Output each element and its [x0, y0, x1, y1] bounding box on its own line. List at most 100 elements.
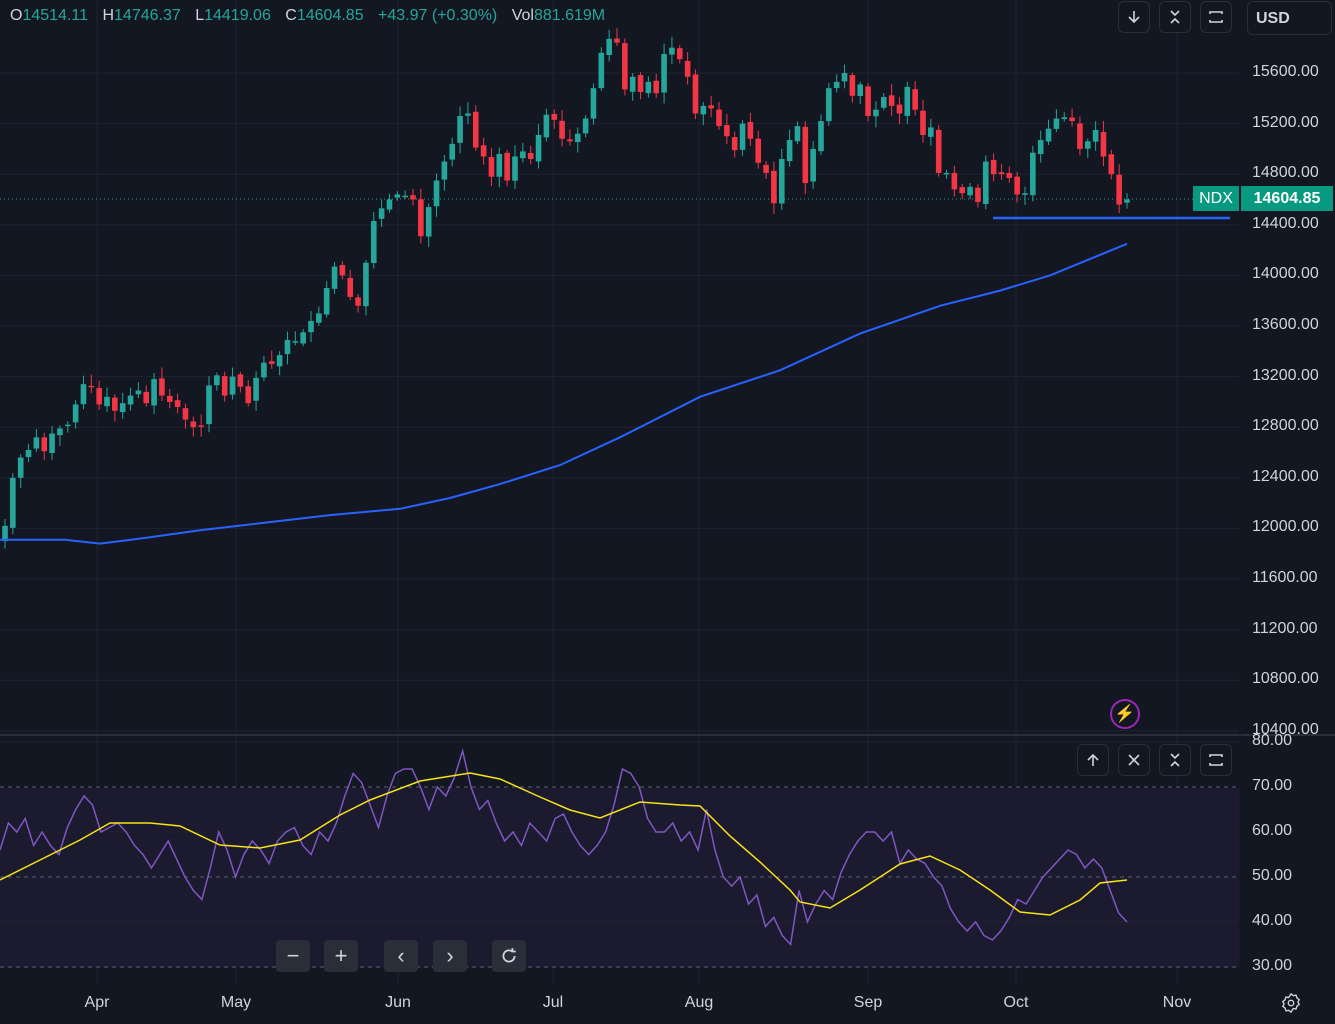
zoom-out-button[interactable]: − [276, 940, 310, 972]
scroll-left-button[interactable]: ‹ [384, 940, 418, 972]
time-tick-label: Oct [1003, 994, 1029, 1011]
candle-body [135, 390, 142, 395]
candle-body [433, 180, 440, 207]
price-tick-label: 15600.00 [1252, 63, 1319, 80]
candle-body [692, 74, 699, 114]
candle-body [1108, 154, 1115, 175]
candle-body [268, 361, 275, 364]
price-tick-label: 13600.00 [1252, 316, 1319, 333]
price-tick-label: 11600.00 [1252, 569, 1318, 586]
candle-body [1124, 199, 1130, 203]
candle-body [661, 54, 667, 93]
volume-label: Vol [511, 7, 534, 24]
close-label: C [285, 7, 297, 24]
maximize-icon [1209, 11, 1223, 23]
candle-body [465, 113, 471, 116]
candle-body [990, 159, 997, 175]
move-pane-down-button[interactable] [1118, 1, 1150, 33]
candle-body [920, 110, 926, 135]
chevron-right-icon: › [446, 943, 454, 968]
maximize-rsi-button[interactable] [1200, 744, 1232, 776]
price-tick-label: 14000.00 [1252, 265, 1319, 283]
candle-body [708, 105, 714, 109]
candle-body [755, 138, 762, 163]
candle-body [57, 428, 63, 436]
candle-body [441, 161, 448, 180]
candle-body [331, 266, 338, 289]
scroll-right-button[interactable]: › [433, 940, 467, 972]
candle-body [1030, 152, 1036, 196]
candle-body [410, 195, 416, 200]
candle-body [959, 187, 966, 194]
candle-body [347, 277, 354, 297]
candle-body [1037, 140, 1044, 155]
rsi-tick-label: 80.00 [1252, 732, 1293, 749]
candle-body [300, 332, 306, 344]
candle-body [1006, 172, 1013, 178]
candle-body [166, 395, 173, 402]
candle-body [1053, 118, 1060, 129]
rsi-band-fill [0, 788, 1240, 968]
candle-body [527, 152, 534, 160]
zoom-in-button[interactable]: + [324, 940, 358, 972]
rsi-tick-label: 50.00 [1252, 867, 1293, 884]
close-value: 14604.85 [296, 7, 364, 24]
candle-body [370, 221, 377, 263]
candle-body [998, 172, 1005, 175]
candle-body [739, 123, 746, 150]
candles [2, 28, 1130, 549]
maximize-pane-button[interactable] [1200, 1, 1232, 33]
candle-body [802, 126, 809, 184]
candle-body [480, 145, 487, 157]
candle-body [214, 375, 220, 386]
candle-body [1116, 174, 1122, 205]
candle-body [975, 187, 981, 203]
rsi-tick-label: 30.00 [1252, 957, 1293, 974]
plus-icon: + [334, 943, 348, 968]
rsi-line [0, 748, 1128, 947]
candle-body [237, 374, 244, 387]
currency-selector[interactable]: USD [1247, 1, 1332, 35]
collapse-pane-button[interactable] [1159, 1, 1191, 33]
candle-body [512, 156, 518, 181]
candle-body [292, 341, 299, 343]
time-tick-label: Jul [542, 994, 564, 1011]
price-tick-label: 10400.00 [1252, 720, 1319, 738]
candle-body [394, 194, 401, 198]
candle-body [771, 170, 777, 204]
candle-body [496, 153, 503, 177]
candle-body [261, 362, 267, 378]
candle-body [888, 95, 895, 106]
candle-body [982, 161, 989, 205]
lightning-icon[interactable]: ⚡ [1110, 699, 1140, 729]
remove-rsi-button[interactable] [1118, 744, 1150, 776]
candle-body [72, 404, 79, 423]
candle-body [190, 421, 197, 428]
candle-body [794, 126, 801, 142]
candle-body [951, 172, 958, 190]
settings-gear-icon[interactable] [1280, 992, 1302, 1014]
candle-body [582, 118, 589, 134]
candle-body [457, 116, 463, 143]
candle-body [112, 397, 118, 411]
price-tick-label: 14400.00 [1252, 214, 1319, 232]
change-value: +43.97 (+0.30%) [378, 7, 498, 24]
collapse-rsi-button[interactable] [1159, 744, 1191, 776]
candle-body [967, 186, 973, 196]
candle-body [174, 400, 181, 407]
price-tick-label: 12400.00 [1252, 467, 1319, 485]
candle-body [308, 320, 314, 333]
candle-body [637, 75, 644, 92]
reset-chart-button[interactable] [492, 940, 526, 972]
maximize-icon [1209, 754, 1223, 766]
candle-body [10, 477, 16, 528]
move-rsi-up-button[interactable] [1077, 744, 1109, 776]
rsi-tick-label: 60.00 [1252, 822, 1293, 839]
minus-icon: − [286, 943, 300, 968]
low-value: 14419.06 [204, 7, 271, 24]
grid-rsi [0, 741, 1240, 968]
volume-value: 881.619M [533, 7, 606, 24]
candle-body [472, 111, 479, 148]
